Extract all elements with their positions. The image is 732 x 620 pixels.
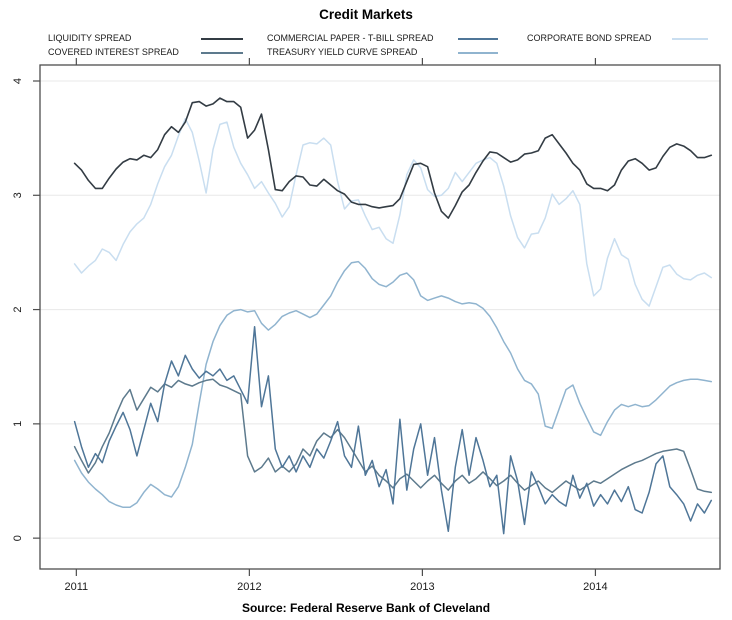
x-tick-label: 2014 [583,581,607,593]
legend-label-treasury-yield-curve-spread: TREASURY YIELD CURVE SPREAD [267,47,418,57]
plot-box [39,64,721,570]
y-tick-label: 1 [12,421,24,427]
legend-line-swatch-commercial-paper-tbill-spread [458,38,498,40]
series-line-treasury-yield-curve-spread [73,260,713,509]
series-line-covered-interest-spread [73,378,713,494]
source-note: Source: Federal Reserve Bank of Clevelan… [241,601,491,615]
series-line-corporate-bond-spread [73,117,713,307]
chart-title: Credit Markets [319,7,413,22]
legend-label-commercial-paper-tbill-spread: COMMERCIAL PAPER - T-BILL SPREAD [267,33,434,43]
x-tick-label: 2012 [237,581,261,593]
legend-line-swatch-treasury-yield-curve-spread [458,52,498,54]
y-tick-label: 2 [12,307,24,313]
legend-line-swatch-covered-interest-spread [201,52,243,54]
y-tick-label: 4 [12,78,24,84]
y-tick-label: 0 [12,535,24,541]
legend-label-liquidity-spread: LIQUIDITY SPREAD [48,33,132,43]
x-tick-label: 2011 [65,581,89,593]
legend-line-swatch-liquidity-spread [201,38,243,40]
legend-line-swatch-corporate-bond-spread [672,38,708,40]
legend-label-corporate-bond-spread: CORPORATE BOND SPREAD [527,33,652,43]
series-line-liquidity-spread [73,97,713,219]
x-tick-label: 2013 [410,581,434,593]
legend-label-covered-interest-spread: COVERED INTEREST SPREAD [48,47,179,57]
y-tick-label: 3 [12,192,24,198]
series-line-commercial-paper-tbill-spread [73,325,713,535]
